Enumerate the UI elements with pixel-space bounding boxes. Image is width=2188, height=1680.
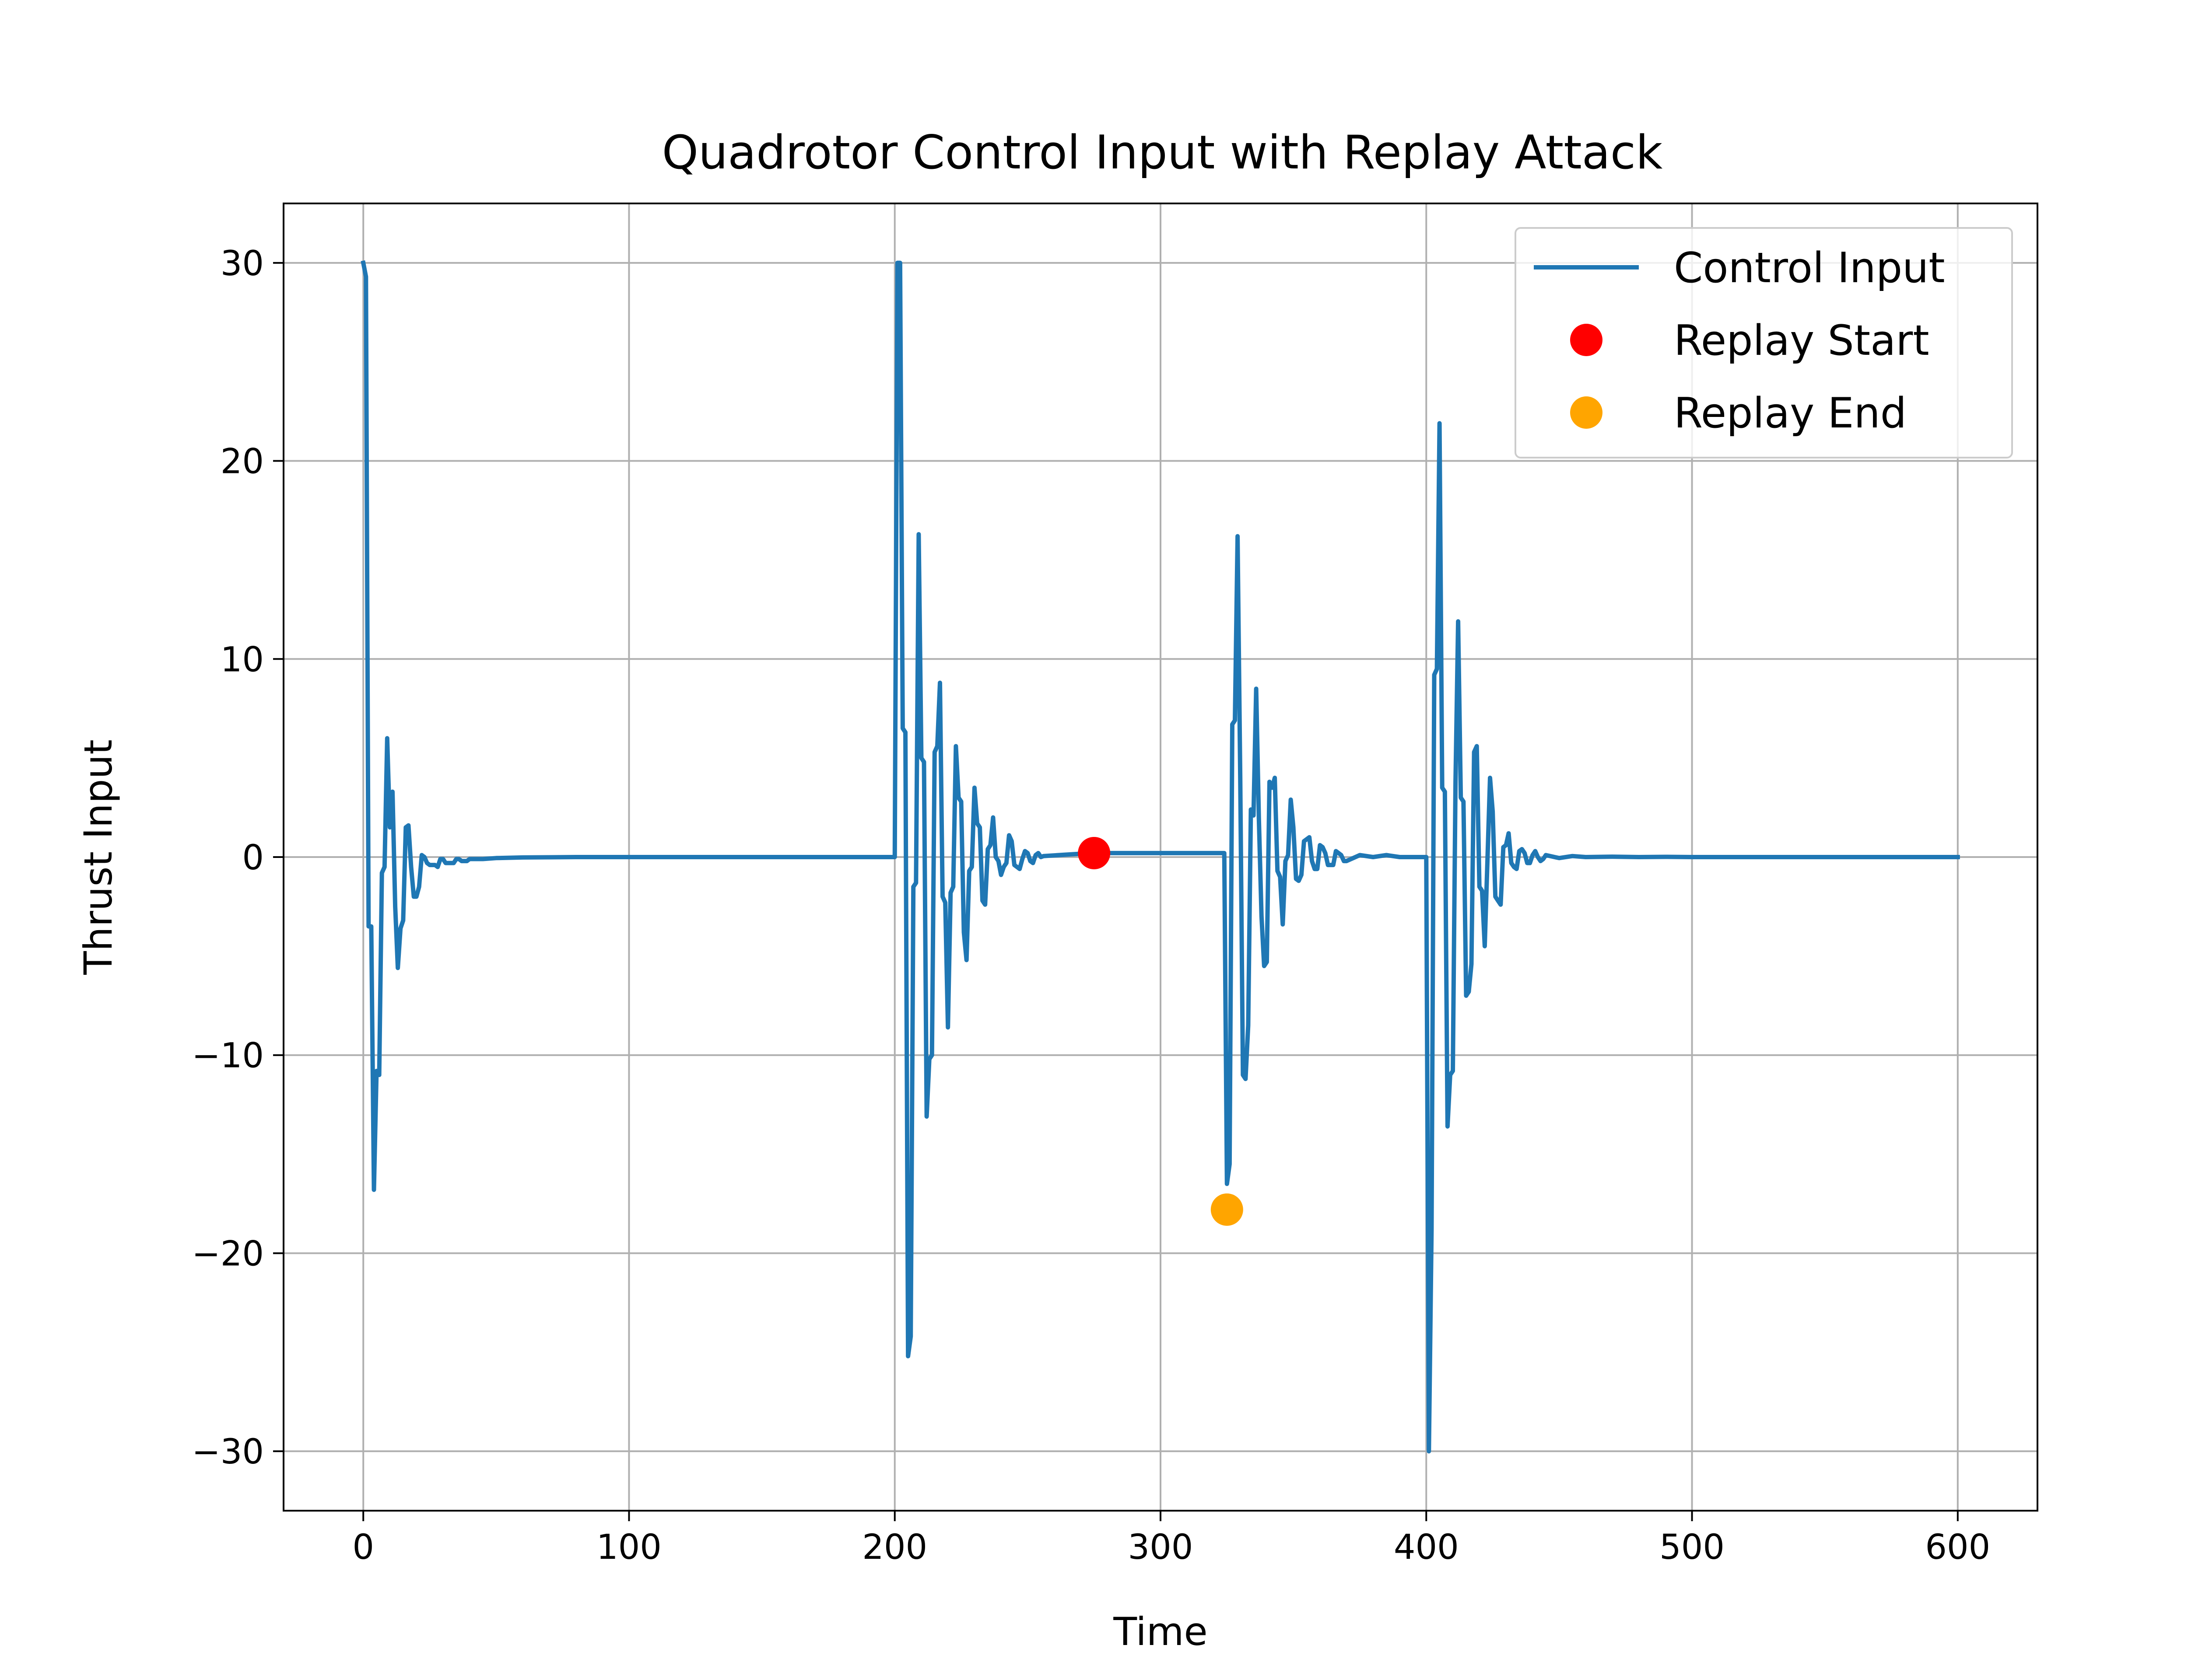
x-axis-label: Time — [1113, 1609, 1207, 1654]
legend-label-replay-end: Replay End — [1674, 389, 1907, 438]
x-tick-label: 400 — [1394, 1528, 1459, 1567]
x-tick-label: 200 — [862, 1528, 927, 1567]
legend-label-control-input: Control Input — [1674, 244, 1945, 292]
x-tick-label: 100 — [596, 1528, 662, 1567]
legend-label-replay-start: Replay Start — [1674, 317, 1929, 365]
y-tick-label: −10 — [192, 1036, 264, 1076]
x-axis: 0 100 200 300 400 500 600 — [352, 1511, 1990, 1567]
y-tick-label: −20 — [192, 1234, 264, 1274]
chart-title: Quadrotor Control Input with Replay Atta… — [662, 126, 1663, 179]
y-tick-label: 20 — [221, 442, 264, 482]
x-tick-label: 600 — [1925, 1528, 1990, 1567]
legend: Control Input Replay Start Replay End — [1515, 227, 2013, 458]
x-tick-label: 500 — [1659, 1528, 1725, 1567]
legend-marker-replay-start — [1570, 324, 1602, 356]
y-axis: −30 −20 −10 0 10 20 30 — [192, 244, 284, 1472]
y-tick-label: −30 — [192, 1432, 264, 1472]
legend-marker-replay-end — [1570, 396, 1602, 429]
y-tick-label: 30 — [221, 244, 264, 284]
marker-replay-start — [1078, 836, 1111, 869]
marker-layer — [1078, 836, 1243, 1226]
x-tick-label: 0 — [352, 1528, 374, 1567]
y-tick-label: 10 — [221, 640, 264, 679]
marker-replay-end — [1210, 1193, 1243, 1226]
legend-frame — [1515, 227, 2013, 458]
y-axis-label: Thrust Input — [76, 739, 121, 975]
plot-area — [361, 260, 1960, 1454]
x-tick-label: 300 — [1128, 1528, 1193, 1567]
y-tick-label: 0 — [242, 838, 264, 878]
series-line-control-input — [361, 260, 1960, 1454]
